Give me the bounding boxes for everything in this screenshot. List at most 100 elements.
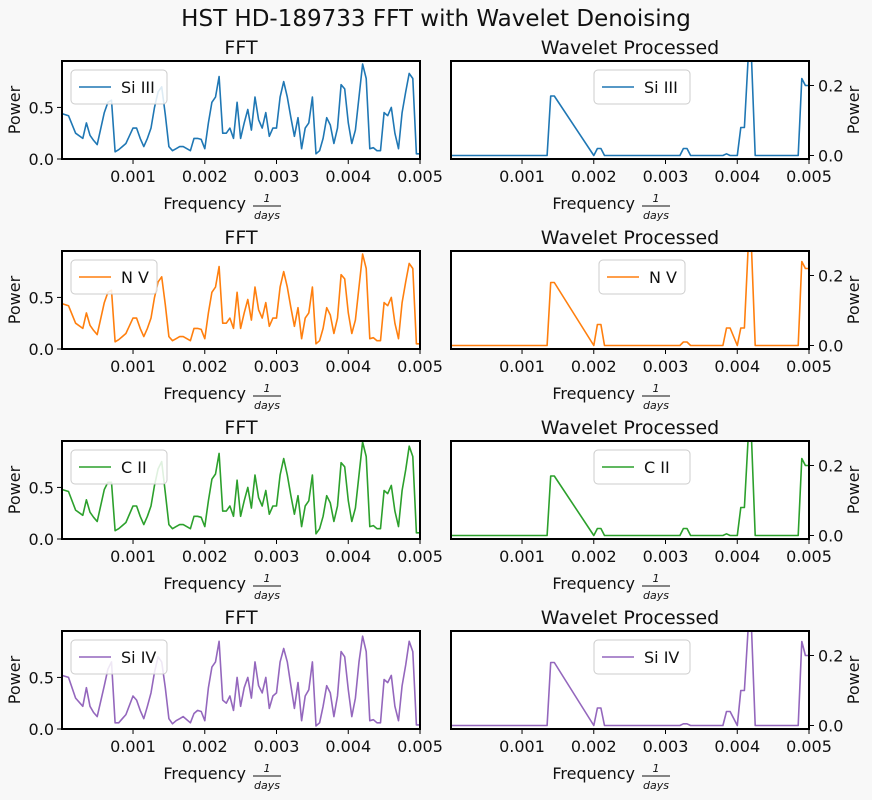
x-tick-label: 0.005 [786, 167, 832, 186]
x-axis-label-fraction-denominator: days [643, 589, 669, 602]
axes-frame [61, 60, 421, 160]
x-tick-label: 0.001 [499, 167, 545, 186]
x-axis-label-fraction-numerator: 1 [264, 762, 271, 775]
figure-title: HST HD-189733 FFT with Wavelet Denoising [181, 6, 691, 32]
legend-box [70, 69, 168, 105]
axes-frame [450, 60, 810, 160]
x-tick-label: 0.004 [714, 737, 760, 756]
x-axis-label: Frequency [163, 194, 246, 213]
x-tick-label: 0.002 [182, 167, 228, 186]
x-tick-label: 0.001 [110, 547, 156, 566]
x-tick-label: 0.005 [397, 167, 443, 186]
x-tick-label: 0.005 [786, 737, 832, 756]
series-line-si-iii [61, 63, 420, 155]
x-axis-label: Frequency [163, 574, 246, 593]
x-axis-label-fraction-denominator: days [643, 399, 669, 412]
axes-frame [61, 440, 421, 540]
x-tick-label: 0.002 [182, 737, 228, 756]
y-axis-label: Power [5, 465, 24, 514]
x-tick-label: 0.005 [786, 547, 832, 566]
x-axis-label-fraction-numerator: 1 [264, 192, 271, 205]
series-line-si-iii [451, 60, 809, 157]
panel-title: FFT [224, 417, 258, 439]
axes-frame [450, 250, 810, 350]
x-axis-label-fraction-numerator: 1 [264, 382, 271, 395]
fft-panel-row-3: FFT 0.001 0.002 0.003 0.004 0.005 0.0 0.5 Power F… [5, 607, 443, 792]
x-tick-label: 0.002 [571, 737, 617, 756]
y-axis-label: Power [844, 655, 863, 704]
x-tick-label: 0.004 [714, 167, 760, 186]
y-axis-label: Power [5, 85, 24, 134]
series-line-n-v [61, 253, 420, 345]
axes-frame [61, 250, 421, 350]
x-tick-label: 0.004 [325, 167, 371, 186]
x-tick-label: 0.003 [254, 737, 300, 756]
x-tick-label: 0.002 [182, 547, 228, 566]
x-tick-label: 0.002 [571, 547, 617, 566]
x-tick-label: 0.004 [325, 357, 371, 376]
y-tick-label: 0.0 [29, 150, 54, 169]
legend-label: N V [121, 268, 149, 287]
axes-frame [450, 440, 810, 540]
x-axis-label-fraction-numerator: 1 [653, 382, 660, 395]
y-tick-label: 0.0 [29, 340, 54, 359]
x-axis-label: Frequency [163, 384, 246, 403]
x-axis-label-fraction-numerator: 1 [653, 762, 660, 775]
legend-box [70, 639, 168, 675]
y-axis-label: Power [5, 275, 24, 324]
x-tick-label: 0.001 [110, 167, 156, 186]
x-tick-label: 0.001 [499, 737, 545, 756]
y-axis-label: Power [844, 465, 863, 514]
legend-label: Si III [644, 78, 678, 97]
y-tick-label: 0.0 [29, 720, 54, 739]
wavelet-panel-row-3: Wavelet Processed 0.001 0.002 0.003 0.004 0.0… [450, 607, 863, 792]
panel-title: FFT [224, 37, 258, 59]
y-tick-label: 0.0 [818, 527, 843, 546]
fft-panel-row-1: FFT 0.001 0.002 0.003 0.004 0.005 0.0 0.5 Power F… [5, 227, 443, 412]
fft-panel-row-2: FFT 0.001 0.002 0.003 0.004 0.005 0.0 0.5 Power F… [5, 417, 443, 602]
y-axis-label: Power [5, 655, 24, 704]
x-axis-label-fraction-denominator: days [254, 779, 280, 792]
legend-label: Si IV [644, 648, 679, 667]
y-tick-label: 0.0 [818, 337, 843, 356]
wavelet-panel-row-0: Wavelet Processed 0.001 0.002 0.003 0.004 0.0… [450, 37, 863, 222]
x-axis-label-fraction-numerator: 1 [264, 572, 271, 585]
y-tick-label: 0.0 [818, 717, 843, 736]
x-tick-label: 0.003 [254, 357, 300, 376]
legend-label: C II [644, 458, 670, 477]
series-line-n-v [451, 250, 809, 347]
y-tick-label: 0.5 [29, 98, 54, 117]
x-tick-label: 0.002 [182, 357, 228, 376]
legend-box [70, 259, 158, 295]
x-axis-label-fraction-numerator: 1 [653, 572, 660, 585]
x-axis-label: Frequency [552, 384, 635, 403]
wavelet-panel-row-2: Wavelet Processed 0.001 0.002 0.003 0.004 0.0… [450, 417, 863, 602]
panel-title: Wavelet Processed [541, 37, 719, 59]
legend-label: Si III [121, 78, 155, 97]
x-tick-label: 0.004 [714, 357, 760, 376]
x-tick-label: 0.004 [325, 737, 371, 756]
x-tick-label: 0.005 [397, 357, 443, 376]
x-tick-label: 0.003 [643, 167, 689, 186]
x-tick-label: 0.002 [571, 357, 617, 376]
x-axis-label-fraction-denominator: days [254, 589, 280, 602]
legend-label: C II [121, 458, 147, 477]
x-axis-label-fraction-denominator: days [643, 209, 669, 222]
x-tick-label: 0.001 [110, 357, 156, 376]
series-line-c-ii [451, 440, 809, 537]
y-tick-label: 0.2 [818, 77, 843, 96]
legend-box [70, 449, 168, 485]
x-tick-label: 0.001 [110, 737, 156, 756]
x-axis-label-fraction-denominator: days [643, 779, 669, 792]
series-line-si-iv [451, 630, 809, 727]
x-axis-label-fraction-denominator: days [254, 399, 280, 412]
x-tick-label: 0.001 [499, 357, 545, 376]
x-tick-label: 0.005 [397, 737, 443, 756]
x-tick-label: 0.003 [254, 547, 300, 566]
legend-label: N V [649, 268, 677, 287]
x-tick-label: 0.004 [714, 547, 760, 566]
y-tick-label: 0.2 [818, 267, 843, 286]
panel-title: FFT [224, 607, 258, 629]
x-axis-label: Frequency [552, 194, 635, 213]
